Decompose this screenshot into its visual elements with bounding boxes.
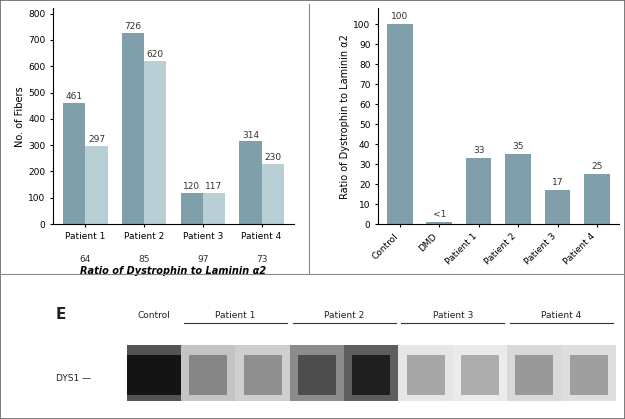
Text: 120: 120 (183, 182, 200, 191)
Text: 85: 85 (138, 255, 150, 264)
Text: 117: 117 (206, 183, 222, 191)
Bar (545, 190, 571, 224)
Bar (261, 163, 284, 224)
Bar (236, 345, 290, 401)
Bar (584, 174, 610, 224)
Text: Patient 2: Patient 2 (324, 311, 364, 320)
Text: E: E (56, 307, 66, 322)
Text: Patient 3: Patient 3 (432, 311, 473, 320)
Text: <1: <1 (432, 210, 446, 219)
Bar (426, 222, 452, 224)
X-axis label: Ratio of Dystrophin to Laminin α2: Ratio of Dystrophin to Laminin α2 (81, 266, 266, 276)
Text: 25: 25 (591, 162, 602, 171)
Bar (122, 33, 144, 224)
Text: 314: 314 (242, 131, 259, 140)
Bar (63, 103, 86, 224)
Text: 726: 726 (124, 22, 141, 31)
Bar (239, 142, 261, 224)
Y-axis label: No. of Fibers: No. of Fibers (16, 86, 26, 147)
Bar (508, 345, 561, 401)
Bar (189, 355, 228, 395)
Bar (407, 355, 444, 395)
Text: 17: 17 (552, 178, 563, 187)
Bar (144, 61, 166, 224)
Bar (561, 345, 616, 401)
Bar (352, 355, 391, 395)
Bar (290, 345, 344, 401)
Bar (453, 345, 508, 401)
Text: 35: 35 (512, 142, 524, 151)
Bar (127, 345, 181, 401)
Y-axis label: Ratio of Dystrophin to Laminin α2: Ratio of Dystrophin to Laminin α2 (341, 34, 351, 199)
Text: 97: 97 (197, 255, 209, 264)
Text: 64: 64 (80, 255, 91, 264)
Text: 620: 620 (147, 50, 164, 59)
Text: 461: 461 (66, 92, 83, 101)
Bar (181, 192, 203, 224)
Bar (505, 154, 531, 224)
Bar (181, 345, 236, 401)
Bar (461, 355, 499, 395)
Bar (399, 345, 453, 401)
Text: DYS1 —: DYS1 — (56, 374, 91, 383)
Bar (516, 355, 553, 395)
Bar (387, 24, 412, 224)
Bar (203, 193, 225, 224)
Text: Patient 1: Patient 1 (215, 311, 256, 320)
Text: 230: 230 (264, 153, 281, 162)
Text: 100: 100 (391, 13, 408, 21)
Text: Patient 4: Patient 4 (541, 311, 582, 320)
Text: Control: Control (138, 311, 170, 320)
Text: 33: 33 (473, 146, 484, 155)
Text: 73: 73 (256, 255, 268, 264)
Text: 297: 297 (88, 135, 105, 144)
Bar (244, 355, 282, 395)
Bar (127, 345, 616, 401)
Bar (344, 345, 399, 401)
Bar (298, 355, 336, 395)
Bar (466, 158, 491, 224)
Bar (570, 355, 608, 395)
Bar (127, 355, 181, 395)
Bar (86, 146, 107, 224)
